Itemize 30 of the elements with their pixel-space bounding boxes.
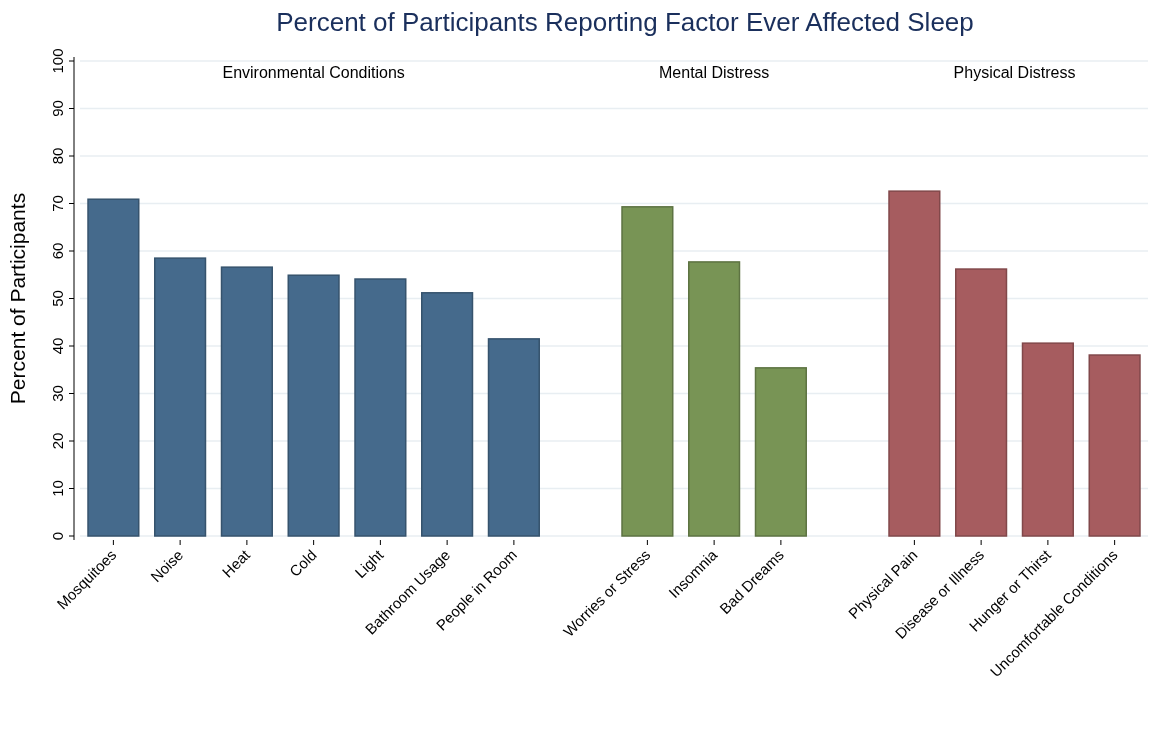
y-tick-label: 30	[49, 385, 66, 402]
bar	[1088, 354, 1141, 537]
bar	[154, 257, 207, 537]
bar	[487, 338, 540, 537]
chart-title: Percent of Participants Reporting Factor Ever Affected Sleep	[276, 7, 974, 37]
y-tick-label: 20	[49, 432, 66, 450]
bar	[688, 261, 741, 537]
bar	[754, 367, 807, 537]
bar	[287, 274, 340, 537]
y-tick-label: 80	[49, 147, 66, 165]
y-tick-label: 10	[49, 480, 66, 497]
y-tick-label: 50	[49, 290, 66, 307]
bar	[354, 278, 407, 537]
y-tick-label: 0	[49, 531, 66, 541]
bar	[888, 190, 941, 537]
bar	[421, 292, 474, 537]
bar	[621, 206, 674, 537]
bar	[1021, 342, 1074, 537]
y-tick-label: 90	[49, 100, 66, 117]
bar	[220, 266, 273, 537]
y-tick-label: 100	[49, 48, 66, 74]
y-tick-label: 40	[49, 337, 66, 355]
annotation: Environmental Conditions	[222, 64, 405, 81]
y-axis-title: Percent of Participants	[6, 192, 29, 405]
y-tick-label: 60	[49, 242, 66, 260]
annotation: Physical Distress	[953, 64, 1076, 81]
y-tick-label: 70	[49, 195, 66, 212]
bar	[955, 268, 1008, 537]
annotation: Mental Distress	[659, 64, 770, 81]
bar	[87, 198, 140, 537]
